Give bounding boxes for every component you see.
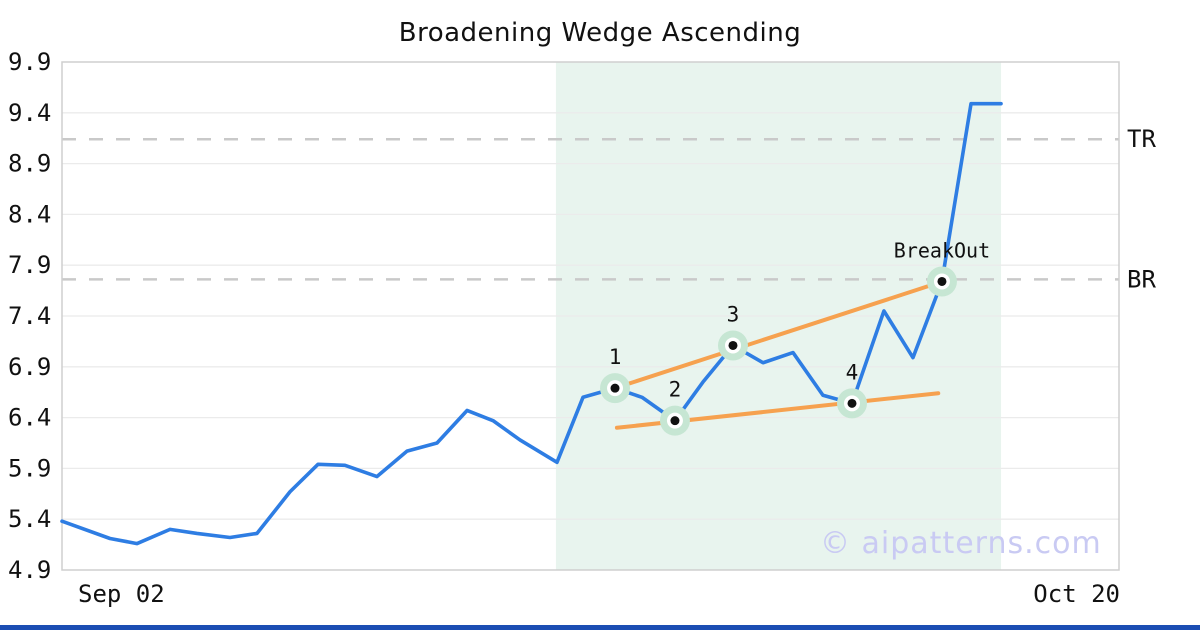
y-tick-label: 5.9 (8, 454, 51, 482)
y-tick-label: 8.4 (8, 200, 51, 228)
marker-dot-3 (728, 340, 738, 350)
watermark: © aipatterns.com (820, 526, 1102, 561)
marker-dot-2 (670, 416, 680, 426)
y-tick-label: 6.9 (8, 353, 51, 381)
marker-dot-4 (847, 398, 857, 408)
y-tick-label: 9.9 (8, 48, 51, 76)
marker-label-2: 2 (669, 378, 682, 402)
y-tick-label: 6.4 (8, 404, 51, 432)
y-tick-label: 8.9 (8, 150, 51, 178)
marker-label-4: 4 (846, 360, 859, 384)
marker-dot-breakout (937, 276, 947, 286)
x-axis-label-start: Sep 02 (78, 580, 165, 608)
threshold-label-br: BR (1127, 265, 1156, 293)
y-tick-label: 5.4 (8, 505, 51, 533)
threshold-label-tr: TR (1127, 125, 1156, 153)
marker-label-breakout: BreakOut (894, 238, 990, 262)
y-tick-label: 9.4 (8, 99, 51, 127)
bottom-accent-bar (0, 625, 1200, 630)
chart-title: Broadening Wedge Ascending (398, 18, 802, 48)
y-tick-label: 7.9 (8, 251, 51, 279)
marker-label-3: 3 (727, 302, 740, 326)
x-axis-label-end: Oct 20 (1033, 580, 1120, 608)
plot-border (61, 61, 1120, 571)
marker-dot-1 (610, 383, 620, 393)
marker-label-1: 1 (609, 345, 622, 369)
y-tick-label: 4.9 (8, 556, 51, 584)
y-tick-label: 7.4 (8, 302, 51, 330)
trendline-upper (613, 276, 954, 391)
